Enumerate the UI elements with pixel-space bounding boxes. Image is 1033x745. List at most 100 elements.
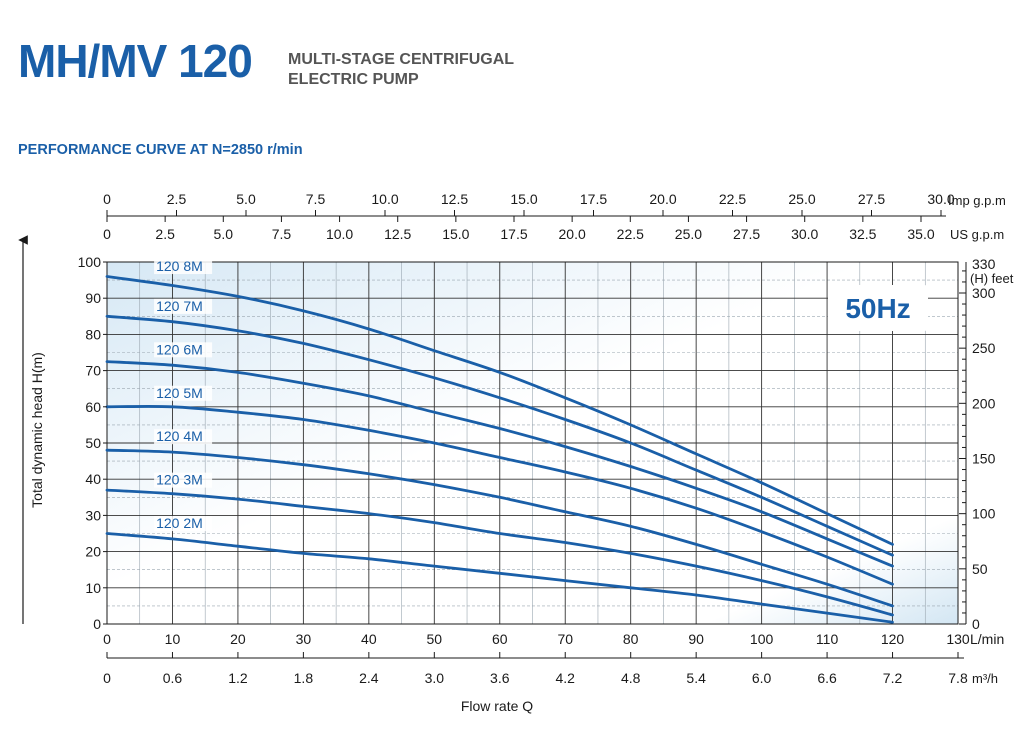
- m3h-tick-label: 1.8: [294, 670, 314, 686]
- x-tick-label: 20: [230, 631, 246, 647]
- m3h-tick-label: 3.0: [425, 670, 445, 686]
- imp-tick-label: 20.0: [649, 191, 676, 207]
- imp-tick-label: 17.5: [580, 191, 607, 207]
- y-tick-label: 70: [85, 363, 101, 379]
- curve-label-bg: [154, 516, 213, 532]
- x-tick-label: 100: [750, 631, 774, 647]
- feet-tick-label: 300: [972, 285, 996, 301]
- y-tick-label: 100: [78, 254, 102, 270]
- imp-tick-label: 22.5: [719, 191, 746, 207]
- curve-label: 120 8M: [156, 258, 203, 274]
- m3h-tick-label: 6.6: [817, 670, 837, 686]
- imp-tick-label: 0: [103, 191, 111, 207]
- us-tick-label: 30.0: [791, 226, 818, 242]
- imp-tick-label: 15.0: [510, 191, 537, 207]
- y-tick-label: 20: [85, 544, 101, 560]
- x-axis-label: Flow rate Q: [461, 698, 533, 714]
- m3h-tick-label: 2.4: [359, 670, 379, 686]
- m3h-tick-label: 5.4: [686, 670, 706, 686]
- curve-label: 120 5M: [156, 385, 203, 401]
- x-unit-label: L/min: [970, 631, 1004, 647]
- m3h-tick-label: 4.2: [555, 670, 575, 686]
- curve-120-2m: [105, 532, 894, 624]
- feet-unit-label: (H) feet: [970, 271, 1014, 286]
- us-tick-label: 27.5: [733, 226, 760, 242]
- x-tick-label: 120: [881, 631, 905, 647]
- x-tick-label: 0: [103, 631, 111, 647]
- us-tick-label: 20.0: [559, 226, 586, 242]
- frequency-badge-bg: [828, 285, 928, 331]
- curve-labels: 120 8M 120 7M 120 6M 120 5M 120 4M 120 3M 120 …: [154, 258, 213, 532]
- curve-label: 120 4M: [156, 428, 203, 444]
- us-tick-label: 32.5: [849, 226, 876, 242]
- imp-tick-label: 2.5: [167, 191, 187, 207]
- y-tick-label: 90: [85, 290, 101, 306]
- m3h-tick-label: 1.2: [228, 670, 248, 686]
- curve-label: 120 6M: [156, 341, 203, 357]
- curve-label-bg: [154, 298, 213, 314]
- us-tick-label: 15.0: [442, 226, 469, 242]
- x-tick-label: 50: [427, 631, 443, 647]
- m3h-tick-label: 4.8: [621, 670, 641, 686]
- y-tick-label: 30: [85, 507, 101, 523]
- x-tick-label: 10: [165, 631, 181, 647]
- pump-curves: [105, 275, 894, 624]
- x-tick-label: 30: [296, 631, 312, 647]
- curve-label: 120 3M: [156, 472, 203, 488]
- curve-label: 120 2M: [156, 515, 203, 531]
- us-tick-label: 10.0: [326, 226, 353, 242]
- feet-tick-label: 0: [972, 616, 980, 632]
- curve-120-6m: [105, 360, 894, 568]
- x-tick-label: 90: [688, 631, 704, 647]
- imp-tick-label: 25.0: [788, 191, 815, 207]
- y-tick-label: 40: [85, 471, 101, 487]
- x-tick-label: 130: [946, 631, 970, 647]
- m3h-tick-label: 7.8: [948, 670, 968, 686]
- us-tick-label: 7.5: [272, 226, 292, 242]
- us-tick-label: 12.5: [384, 226, 411, 242]
- curve-label-bg: [154, 385, 213, 401]
- x-tick-label: 80: [623, 631, 639, 647]
- curve-label: 120 7M: [156, 298, 203, 314]
- imp-tick-label: 12.5: [441, 191, 468, 207]
- imp-tick-label: 7.5: [306, 191, 326, 207]
- curve-label-bg: [154, 472, 213, 488]
- y-tick-label: 50: [85, 435, 101, 451]
- us-tick-label: 17.5: [500, 226, 527, 242]
- us-tick-label: 5.0: [214, 226, 234, 242]
- imp-tick-label: 30.0: [927, 191, 954, 207]
- us-tick-label: 22.5: [617, 226, 644, 242]
- curve-label-bg: [154, 259, 213, 275]
- subtitle-line-2: ELECTRIC PUMP: [288, 71, 419, 88]
- y-tick-label: 60: [85, 399, 101, 415]
- feet-tick-label: 150: [972, 450, 996, 466]
- x-tick-label: 40: [361, 631, 377, 647]
- us-tick-label: 2.5: [155, 226, 175, 242]
- imp-tick-label: 5.0: [236, 191, 256, 207]
- curve-120-4m: [105, 448, 894, 608]
- page-title: MH/MV 120: [18, 35, 253, 87]
- curve-label-bg: [154, 429, 213, 445]
- feet-tick-label: 330: [972, 256, 996, 272]
- us-tick-label: 0: [103, 226, 111, 242]
- imp-tick-label: 10.0: [371, 191, 398, 207]
- feet-tick-label: 200: [972, 395, 996, 411]
- m3h-tick-label: 0.6: [163, 670, 183, 686]
- m3h-tick-label: 7.2: [883, 670, 903, 686]
- feet-tick-label: 100: [972, 506, 996, 522]
- m3h-tick-label: 6.0: [752, 670, 772, 686]
- y-axis-label: Total dynamic head H(m): [29, 352, 45, 508]
- us-unit-label: US g.p.m: [950, 227, 1004, 242]
- x-tick-label: 60: [492, 631, 508, 647]
- curve-120-3m: [105, 488, 894, 617]
- imp-unit-label: Imp g.p.m: [948, 193, 1006, 208]
- imp-tick-label: 27.5: [858, 191, 885, 207]
- m3h-unit-label: m³/h: [972, 671, 998, 686]
- y-tick-label: 10: [85, 580, 101, 596]
- x-tick-label: 110: [816, 631, 839, 647]
- curve-label-bg: [154, 342, 213, 358]
- frequency-badge-label: 50Hz: [845, 293, 910, 324]
- y-tick-label: 80: [85, 326, 101, 342]
- performance-title: PERFORMANCE CURVE AT N=2850 r/min: [18, 142, 303, 158]
